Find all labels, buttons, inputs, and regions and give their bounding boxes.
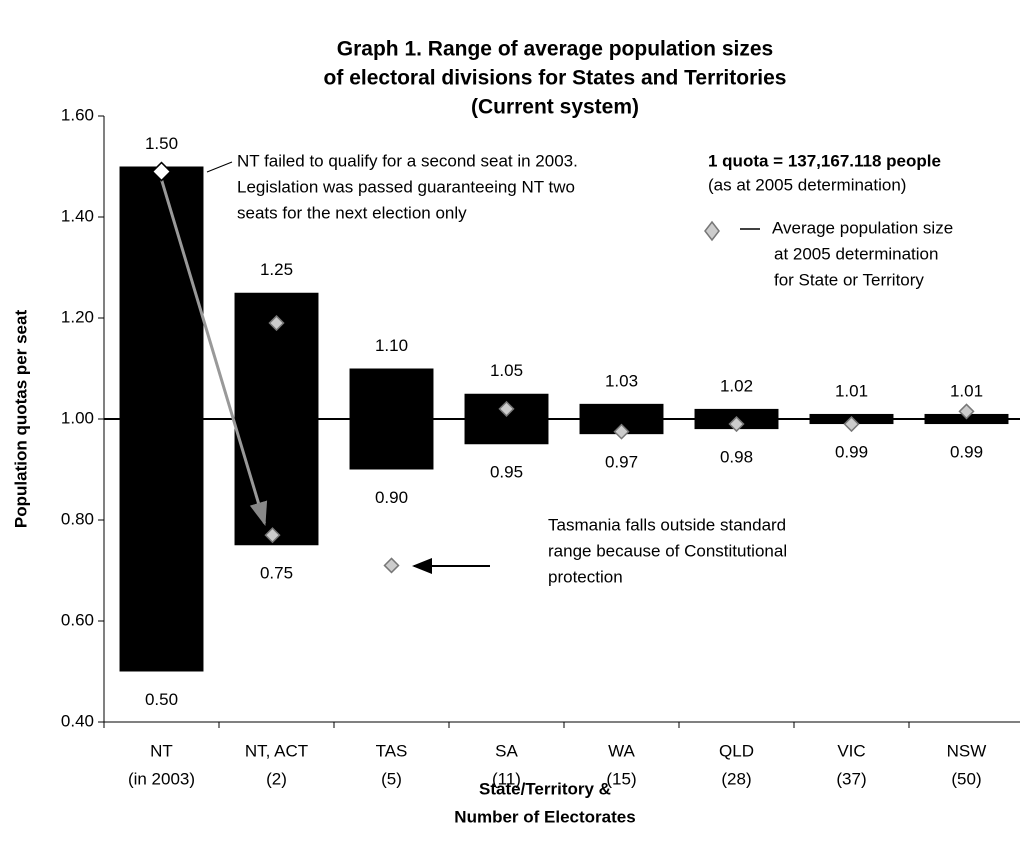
low-label: 0.75	[260, 564, 293, 583]
average-marker	[498, 400, 515, 417]
nt-note: seats for the next election only	[237, 203, 467, 222]
average-marker	[268, 314, 285, 332]
y-axis-title: Population quotas per seat	[11, 310, 30, 529]
tas-note: protection	[548, 567, 623, 586]
x-tick-label: TAS	[376, 741, 408, 760]
x-axis-title: Number of Electorates	[454, 807, 635, 826]
low-label: 0.99	[835, 443, 868, 462]
quota-note: 1 quota = 137,167.118 people	[708, 151, 941, 170]
legend-text: Average population size	[772, 218, 953, 237]
x-tick-label: (in 2003)	[128, 769, 195, 788]
average-marker	[843, 415, 860, 433]
high-label: 1.03	[605, 371, 638, 390]
high-label: 1.10	[375, 336, 408, 355]
nt-arrow	[160, 179, 268, 527]
high-label: 1.50	[145, 134, 178, 153]
x-tick-label: WA	[608, 741, 635, 760]
nt-note-line	[206, 161, 233, 173]
x-tick-label: VIC	[837, 741, 865, 760]
x-tick-label: (37)	[836, 769, 866, 788]
y-tick-label: 1.20	[61, 307, 94, 326]
average-marker	[728, 415, 745, 433]
low-label: 0.50	[145, 690, 178, 709]
x-tick-label: (15)	[606, 769, 636, 788]
x-tick-label: (28)	[721, 769, 751, 788]
y-tick-label: 0.40	[61, 711, 94, 730]
y-tick-label: 0.80	[61, 509, 94, 528]
x-tick-label: NT, ACT	[245, 741, 308, 760]
y-tick-label: 1.40	[61, 206, 94, 225]
high-label: 1.25	[260, 260, 293, 279]
x-tick-label: SA	[495, 741, 518, 760]
low-label: 0.98	[720, 448, 753, 467]
x-tick-label: QLD	[719, 741, 754, 760]
high-label: 1.01	[950, 381, 983, 400]
tas-note: range because of Constitutional	[548, 541, 787, 560]
low-label: 0.90	[375, 488, 408, 507]
average-marker	[151, 161, 172, 182]
high-label: 1.02	[720, 376, 753, 395]
x-axis-title: State/Territory &	[479, 779, 611, 798]
high-label: 1.01	[835, 381, 868, 400]
y-tick-label: 0.60	[61, 610, 94, 629]
legend-text: at 2005 determination	[774, 244, 938, 263]
low-label: 0.97	[605, 453, 638, 472]
chart-title: (Current system)	[471, 96, 639, 119]
low-label: 0.95	[490, 463, 523, 482]
chart-title: of electoral divisions for States and Te…	[324, 67, 787, 90]
nt-note: Legislation was passed guaranteeing NT t…	[237, 177, 575, 196]
x-tick-label: (11)	[492, 769, 521, 788]
average-marker	[613, 423, 630, 440]
high-label: 1.05	[490, 361, 523, 380]
y-tick-label: 1.60	[61, 105, 94, 124]
x-tick-label: (5)	[381, 769, 402, 788]
nt-note: NT failed to qualify for a second seat i…	[237, 151, 578, 170]
tas-note: Tasmania falls outside standard	[548, 515, 786, 534]
low-label: 0.99	[950, 443, 983, 462]
average-marker	[383, 557, 400, 574]
legend-marker	[704, 220, 720, 242]
y-tick-label: 1.00	[61, 408, 94, 427]
x-tick-label: (2)	[266, 769, 287, 788]
chart-title: Graph 1. Range of average population siz…	[337, 38, 773, 61]
average-marker	[958, 403, 975, 420]
quota-note: (as at 2005 determination)	[708, 175, 906, 194]
x-tick-label: NT	[150, 741, 173, 760]
average-marker-nt-2005	[264, 527, 281, 544]
legend-text: for State or Territory	[774, 270, 924, 289]
x-tick-label: NSW	[947, 741, 987, 760]
x-tick-label: (50)	[951, 769, 981, 788]
